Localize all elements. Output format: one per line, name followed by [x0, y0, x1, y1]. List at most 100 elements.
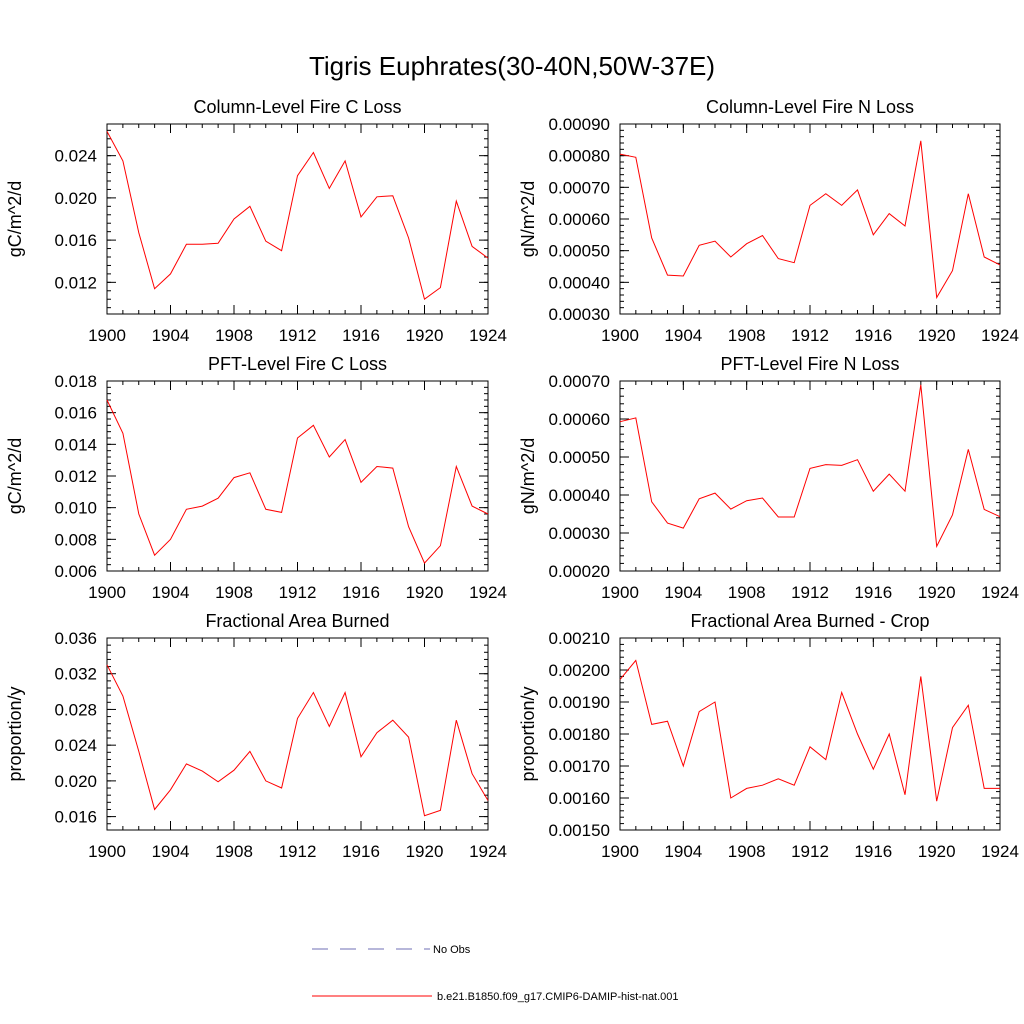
panel-title: Fractional Area Burned - Crop — [690, 611, 929, 631]
y-tick-label: 0.00150 — [549, 821, 610, 840]
y-axis-label: gN/m^2/d — [518, 438, 538, 514]
plot-frame — [619, 637, 1001, 831]
y-axis-label: gC/m^2/d — [5, 438, 25, 514]
y-tick-label: 0.00070 — [549, 178, 610, 197]
y-tick-label: 0.024 — [54, 147, 97, 166]
page-title: Tigris Euphrates(30-40N,50W-37E) — [309, 51, 715, 81]
y-tick-label: 0.00170 — [549, 757, 610, 776]
plot-frame — [106, 123, 489, 315]
y-tick-label: 0.00200 — [549, 661, 610, 680]
y-axis-label: proportion/y — [5, 686, 25, 781]
y-tick-label: 0.018 — [54, 372, 97, 391]
y-tick-label: 0.00020 — [549, 562, 610, 581]
panel-title: Column-Level Fire N Loss — [706, 97, 914, 117]
x-tick-label: 1912 — [279, 842, 317, 861]
y-tick-label: 0.00050 — [549, 448, 610, 467]
x-tick-label: 1920 — [918, 842, 956, 861]
panel-pft-fire-c-loss: PFT-Level Fire C Loss gC/m^2/d 1900 1904 190… — [5, 354, 507, 602]
x-tick-label: 1920 — [406, 326, 444, 345]
y-tick-label: 0.00070 — [549, 372, 610, 391]
x-tick-label: 1916 — [854, 326, 892, 345]
x-tick-label: 1908 — [728, 583, 766, 602]
y-tick-label: 0.024 — [54, 736, 97, 755]
x-tick-label: 1912 — [791, 583, 829, 602]
x-tick-label: 1900 — [88, 326, 126, 345]
x-tick-label: 1908 — [215, 326, 253, 345]
x-tick-label: 1900 — [601, 842, 639, 861]
x-tick-label: 1908 — [215, 583, 253, 602]
x-tick-label: 1904 — [664, 326, 702, 345]
x-tick-label: 1904 — [152, 583, 190, 602]
y-axis-label: gC/m^2/d — [5, 181, 25, 257]
x-tick-label: 1916 — [854, 583, 892, 602]
legend: No Obs b.e21.B1850.f09_g17.CMIP6-DAMIP-h… — [312, 944, 679, 1003]
y-tick-label: 0.032 — [54, 665, 97, 684]
y-tick-label: 0.020 — [54, 772, 97, 791]
x-tick-label: 1924 — [469, 326, 507, 345]
y-tick-label: 0.00080 — [549, 147, 610, 166]
panel-title: PFT-Level Fire C Loss — [208, 354, 387, 374]
panel-title: Column-Level Fire C Loss — [193, 97, 401, 117]
y-axis-label: proportion/y — [518, 686, 538, 781]
x-tick-label: 1924 — [981, 583, 1019, 602]
x-tick-label: 1900 — [88, 842, 126, 861]
plot-frame — [106, 637, 489, 831]
y-tick-label: 0.006 — [54, 562, 97, 581]
y-tick-label: 0.00190 — [549, 693, 610, 712]
x-tick-label: 1904 — [664, 842, 702, 861]
panel-column-fire-c-loss: Column-Level Fire C Loss gC/m^2/d 1900 1904… — [5, 97, 507, 345]
x-tick-label: 1920 — [406, 842, 444, 861]
x-tick-label: 1904 — [664, 583, 702, 602]
y-tick-label: 0.00180 — [549, 725, 610, 744]
legend-label-no-obs: No Obs — [433, 944, 471, 956]
x-tick-label: 1900 — [88, 583, 126, 602]
plot-frame — [106, 380, 489, 572]
series-line — [619, 140, 1001, 300]
series-line — [619, 659, 1000, 802]
plot-frame — [619, 380, 1001, 572]
series-line — [106, 131, 489, 301]
y-tick-label: 0.00040 — [549, 486, 610, 505]
x-tick-label: 1916 — [854, 842, 892, 861]
y-tick-label: 0.016 — [54, 404, 97, 423]
panel-pft-fire-n-loss: PFT-Level Fire N Loss gN/m^2/d 1900 1904 190… — [518, 354, 1019, 602]
y-tick-label: 0.00060 — [549, 210, 610, 229]
x-tick-label: 1924 — [981, 326, 1019, 345]
x-tick-label: 1904 — [152, 842, 190, 861]
x-tick-label: 1908 — [728, 326, 766, 345]
x-tick-label: 1924 — [469, 583, 507, 602]
x-tick-label: 1908 — [215, 842, 253, 861]
x-tick-label: 1912 — [279, 326, 317, 345]
y-tick-label: 0.020 — [54, 189, 97, 208]
y-axis-label: gN/m^2/d — [518, 181, 538, 257]
x-tick-label: 1900 — [601, 583, 639, 602]
y-tick-label: 0.010 — [54, 499, 97, 518]
y-tick-label: 0.012 — [54, 273, 97, 292]
x-tick-label: 1904 — [152, 326, 190, 345]
panel-title: PFT-Level Fire N Loss — [720, 354, 899, 374]
x-tick-label: 1920 — [918, 583, 956, 602]
y-tick-label: 0.00030 — [549, 524, 610, 543]
x-tick-label: 1916 — [342, 842, 380, 861]
y-tick-label: 0.028 — [54, 700, 97, 719]
x-tick-label: 1920 — [406, 583, 444, 602]
panel-fractional-area-burned: Fractional Area Burned proportion/y 1900 19… — [5, 611, 507, 861]
legend-label-model: b.e21.B1850.f09_g17.CMIP6-DAMIP-hist-nat… — [437, 991, 679, 1003]
series-line — [106, 664, 489, 817]
y-tick-label: 0.00030 — [549, 305, 610, 324]
y-tick-label: 0.014 — [54, 435, 97, 454]
x-tick-label: 1916 — [342, 583, 380, 602]
x-tick-label: 1900 — [601, 326, 639, 345]
y-tick-label: 0.00040 — [549, 273, 610, 292]
y-tick-label: 0.00050 — [549, 242, 610, 261]
series-line — [619, 384, 1001, 549]
x-tick-label: 1912 — [279, 583, 317, 602]
y-tick-label: 0.00090 — [549, 115, 610, 134]
y-tick-label: 0.012 — [54, 467, 97, 486]
y-tick-label: 0.008 — [54, 530, 97, 549]
y-tick-label: 0.016 — [54, 231, 97, 250]
x-tick-label: 1924 — [469, 842, 507, 861]
y-tick-label: 0.00160 — [549, 789, 610, 808]
series-line — [106, 399, 489, 565]
